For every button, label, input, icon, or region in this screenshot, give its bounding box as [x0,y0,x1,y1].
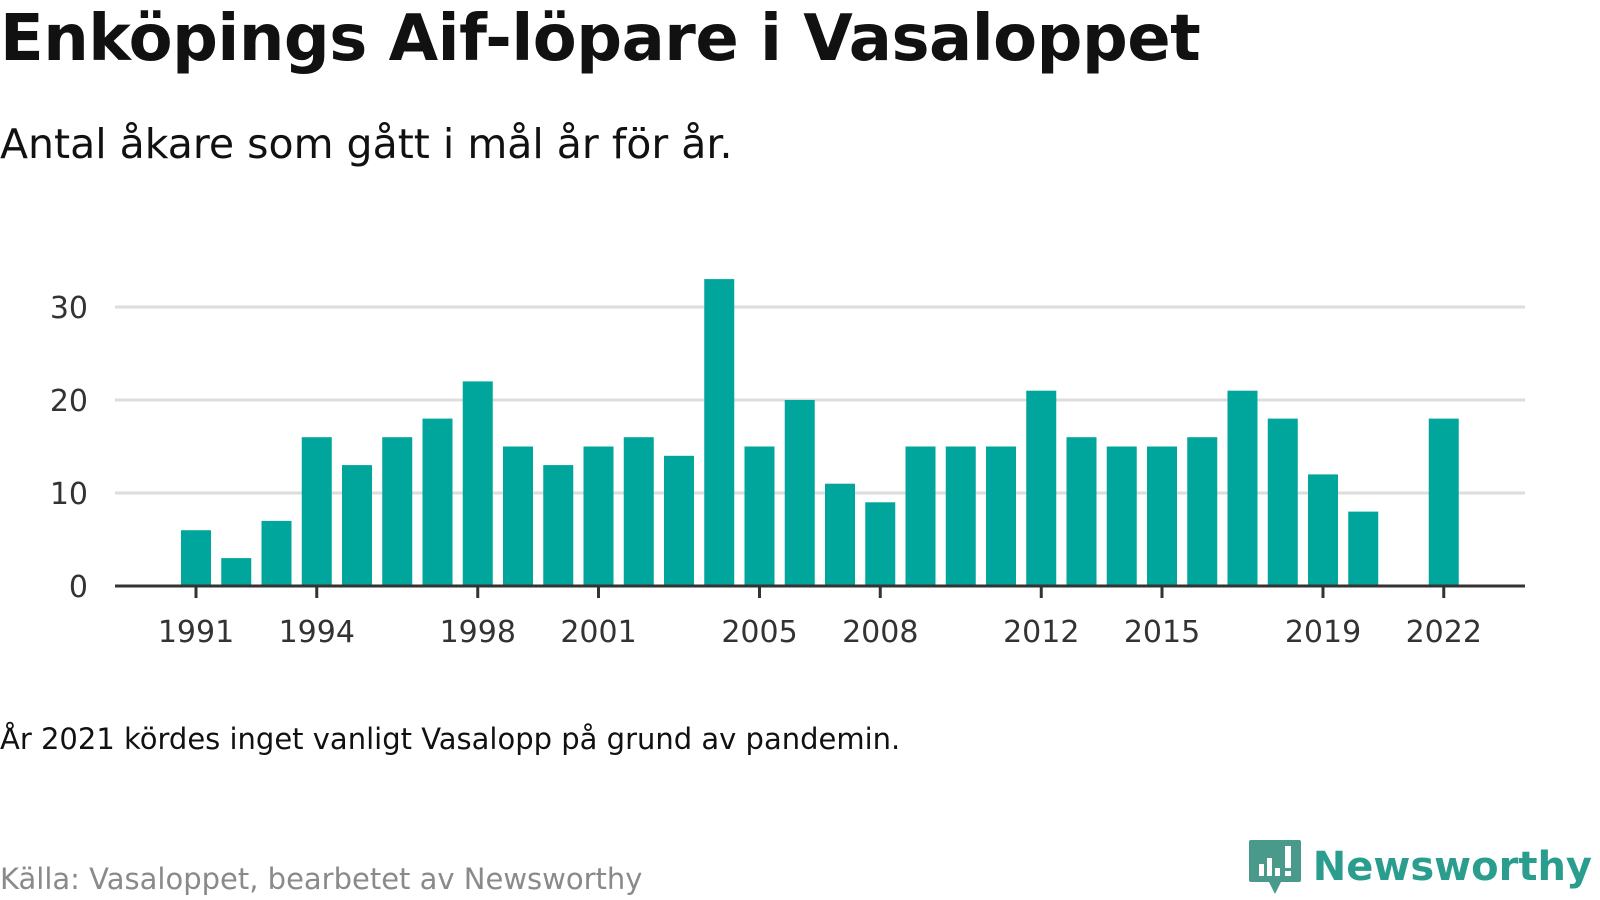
bar-2005 [744,446,775,586]
bar-2014 [1106,446,1137,586]
y-tick-label: 0 [69,570,88,605]
bar-1996 [382,437,413,586]
bar-2007 [825,483,855,586]
y-tick-label: 20 [50,384,88,419]
bar-2019 [1308,474,1338,586]
bar-1994 [301,437,332,586]
bar-2022 [1428,418,1459,586]
y-tick-label: 10 [50,477,88,512]
x-tick-label: 1998 [440,615,516,650]
x-tick-label: 2015 [1124,615,1200,650]
bar-2013 [1066,437,1097,586]
bar-2000 [543,465,574,586]
bar-1999 [503,446,533,586]
bar-2008 [865,502,896,586]
bar-2003 [664,455,694,586]
bar-2018 [1267,418,1298,586]
x-tick-label: 2008 [842,615,918,650]
bar-2002 [623,437,654,586]
bar-2016 [1187,437,1218,586]
chart-note: År 2021 kördes inget vanligt Vasalopp på… [0,722,901,756]
x-tick-label: 2019 [1285,615,1361,650]
bar-1993 [261,520,292,586]
brand-logo: Newsworthy [1247,838,1592,896]
bar-2012 [1026,390,1057,586]
chart-title: Enköpings Aif-löpare i Vasaloppet [0,2,1201,76]
newsworthy-logo-icon [1248,840,1301,894]
bar-2001 [583,446,614,586]
bar-2004 [704,279,735,586]
chart-subtitle: Antal åkare som gått i mål år för år. [0,120,733,168]
brand-name: Newsworthy [1312,844,1592,890]
bar-2017 [1227,390,1258,586]
y-tick-label: 30 [50,291,88,326]
x-tick-label: 2005 [721,615,797,650]
bar-2015 [1147,446,1177,586]
bar-1997 [422,418,453,586]
bar-1992 [221,558,252,586]
source-text: Källa: Vasaloppet, bearbetet av Newswort… [0,862,643,896]
x-tick-label: 2001 [560,615,636,650]
x-tick-label: 2012 [1003,615,1079,650]
bar-1991 [181,530,211,586]
x-tick-label: 1991 [158,615,234,650]
bar-2010 [945,446,976,586]
x-tick-label: 1994 [279,615,355,650]
bar-2006 [784,400,815,586]
bar-1995 [342,465,372,586]
bar-2020 [1348,511,1379,586]
x-tick-label: 2022 [1406,615,1482,650]
bar-2011 [986,446,1016,586]
bar-chart: 0 10 20 30 1991 1994 1998 2001 2005 2008 2012 2015 2… [50,279,1525,650]
bar-2009 [905,446,936,586]
bar-1998 [462,381,493,586]
